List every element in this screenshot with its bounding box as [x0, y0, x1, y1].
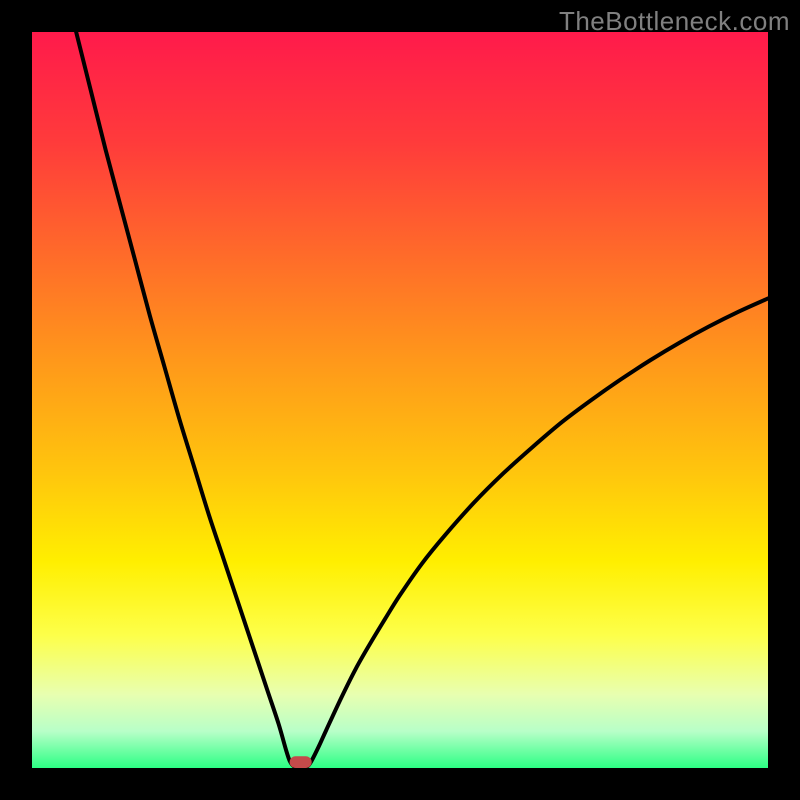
- plot-background: [32, 32, 768, 768]
- bottleneck-chart: [0, 0, 800, 800]
- watermark-text: TheBottleneck.com: [559, 6, 790, 37]
- min-marker: [290, 756, 312, 768]
- chart-stage: TheBottleneck.com: [0, 0, 800, 800]
